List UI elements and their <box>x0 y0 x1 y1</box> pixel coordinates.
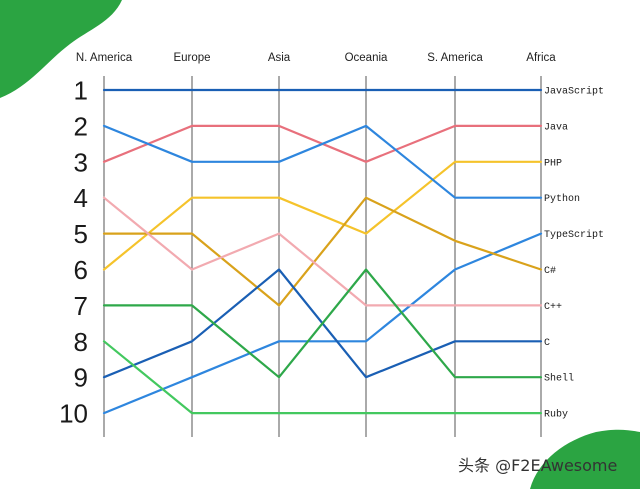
rank-label-1: 1 <box>74 76 88 106</box>
series-label-cplusplus: C++ <box>544 302 562 313</box>
series-end-labels: JavaScript Java PHP Python TypeScript C# C++ C S… <box>544 86 604 421</box>
series-line-php <box>102 160 543 271</box>
rank-label-5: 5 <box>74 219 88 249</box>
rank-label-6: 6 <box>74 255 88 285</box>
region-labels: N. America Europe Asia Oceania S. America Afr… <box>76 52 556 64</box>
series-line-cplusplus <box>102 196 543 307</box>
rank-label-9: 9 <box>74 363 88 393</box>
series-line-python <box>102 124 543 199</box>
rank-label-2: 2 <box>74 111 88 141</box>
series-label-shell: Shell <box>544 373 574 385</box>
region-label-s-america: S. America <box>427 52 483 64</box>
rank-label-7: 7 <box>74 291 88 321</box>
rank-labels: 1 2 3 4 5 6 7 8 9 10 <box>59 76 88 429</box>
series-label-c: C <box>544 338 550 349</box>
series-label-ruby: Ruby <box>544 409 568 421</box>
series-label-typescript: TypeScript <box>544 229 604 241</box>
decorative-blob-top-left <box>0 0 122 98</box>
series-label-java: Java <box>544 122 568 133</box>
series-line-ruby <box>102 340 543 415</box>
series-label-javascript: JavaScript <box>544 86 604 98</box>
region-label-africa: Africa <box>526 52 556 64</box>
region-label-asia: Asia <box>268 52 291 64</box>
region-label-n-america: N. America <box>76 52 133 64</box>
region-label-oceania: Oceania <box>345 52 388 64</box>
decorative-blob-bottom-right <box>530 429 640 489</box>
rank-label-10: 10 <box>59 399 88 429</box>
series-label-python: Python <box>544 193 580 205</box>
rank-label-3: 3 <box>74 147 88 177</box>
series-lines <box>102 88 543 415</box>
series-label-csharp: C# <box>544 266 556 277</box>
rank-label-8: 8 <box>74 327 88 357</box>
series-label-php: PHP <box>544 158 562 169</box>
region-label-europe: Europe <box>173 52 210 64</box>
series-line-csharp <box>102 196 543 307</box>
series-line-shell <box>102 268 543 379</box>
grid-lines <box>103 76 542 437</box>
watermark-text: 头条 @F2EAwesome <box>458 456 617 475</box>
rank-label-4: 4 <box>74 183 88 213</box>
series-line-typescript <box>102 232 543 415</box>
